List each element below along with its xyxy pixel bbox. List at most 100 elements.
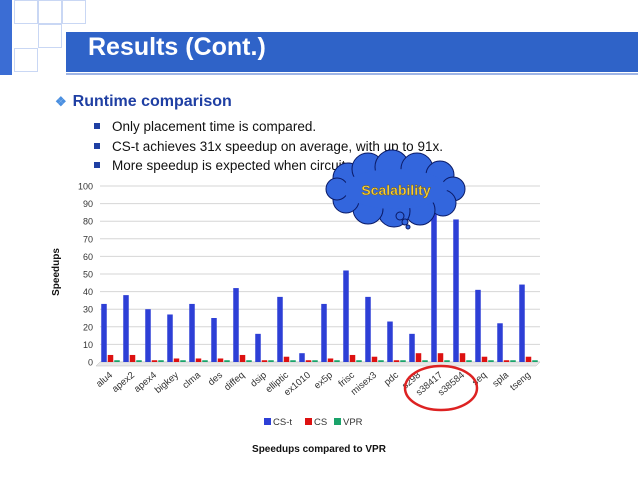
bar-cs-s38417 <box>437 353 444 362</box>
callout-text: Scalability <box>361 182 430 198</box>
bar-cs-t-clma <box>189 303 195 362</box>
callout-cloud-tail <box>401 218 409 226</box>
decorative-square <box>38 24 62 48</box>
y-tick-label: 80 <box>83 217 93 227</box>
y-tick-label: 30 <box>83 305 93 315</box>
legend-label: CS <box>314 417 327 428</box>
bar-cs-t-apex2 <box>123 295 129 362</box>
slide-title: Results (Cont.) <box>88 33 266 61</box>
bar-cs-t-des <box>211 318 217 362</box>
bar-vpr-des <box>224 360 230 362</box>
y-tick-label: 10 <box>83 340 93 350</box>
bar-cs-t-frisc <box>343 270 349 362</box>
y-tick-label: 60 <box>83 252 93 262</box>
legend-label: VPR <box>343 417 363 428</box>
legend-swatch-cs-t <box>264 418 271 425</box>
decorative-square <box>62 0 86 24</box>
highlight-ring <box>403 364 479 412</box>
bar-cs-t-s298 <box>409 333 415 362</box>
bar-cs-spla <box>503 360 510 362</box>
bar-vpr-frisc <box>356 360 362 362</box>
bar-vpr-apex2 <box>136 360 142 362</box>
bullet-text: Only placement time is compared. <box>112 119 317 134</box>
square-bullet-icon <box>94 162 100 169</box>
bar-cs-t-seq <box>475 289 481 362</box>
square-bullet-icon <box>94 123 100 130</box>
bar-vpr-diffeq <box>246 360 252 362</box>
bar-vpr-spla <box>510 360 516 362</box>
x-tick-label: pdc <box>382 370 401 388</box>
x-tick-label: tseng <box>508 370 533 393</box>
bar-vpr-misex3 <box>378 360 384 362</box>
bar-cs-elliptic <box>283 356 290 362</box>
bar-vpr-s298 <box>422 360 428 362</box>
bar-vpr-s38584 <box>466 360 472 362</box>
bar-vpr-elliptic <box>290 360 296 362</box>
bullet-item: Only placement time is compared. <box>94 117 445 137</box>
bar-cs-s38584 <box>459 353 466 362</box>
bar-vpr-alu4 <box>114 360 120 362</box>
callout-cloud-tail <box>405 224 411 230</box>
bar-cs-t-dsip <box>255 333 261 362</box>
callout-cloud-tail <box>395 211 405 221</box>
legend-label: CS-t <box>273 417 292 428</box>
y-tick-label: 50 <box>83 270 93 280</box>
bar-cs-t-ex1010 <box>299 353 305 362</box>
legend-swatch-vpr <box>334 418 341 425</box>
y-tick-label: 100 <box>78 182 93 192</box>
bar-cs-t-s38417 <box>431 203 437 362</box>
y-tick-label: 90 <box>83 199 93 209</box>
bar-cs-misex3 <box>371 356 378 362</box>
bullet-text: CS-t achieves 31x speedup on average, wi… <box>112 138 443 154</box>
bar-cs-dsip <box>261 360 268 362</box>
bar-cs-seq <box>481 356 488 362</box>
bar-cs-tseng <box>525 356 532 362</box>
bar-cs-alu4 <box>107 354 114 362</box>
diamond-bullet-icon: ❖ <box>55 94 67 109</box>
decorative-square <box>14 48 38 72</box>
bar-vpr-dsip <box>268 360 274 362</box>
decorative-square <box>38 0 62 24</box>
title-bar <box>66 32 638 72</box>
bar-cs-ex1010 <box>305 360 312 362</box>
callout-cloud-body <box>343 169 447 209</box>
bar-vpr-seq <box>488 360 494 362</box>
x-tick-label: diffeq <box>222 370 247 393</box>
bar-cs-apex4 <box>151 360 158 362</box>
bar-cs-frisc <box>349 354 356 362</box>
bar-vpr-clma <box>202 360 208 362</box>
bar-cs-t-diffeq <box>233 288 239 362</box>
bar-vpr-bigkey <box>180 360 186 362</box>
chart-caption: Speedups compared to VPR <box>252 444 386 455</box>
y-tick-label: 20 <box>83 322 93 332</box>
bar-cs-t-spla <box>497 323 503 362</box>
bar-cs-t-ex5p <box>321 303 327 362</box>
y-tick-label: 40 <box>83 287 93 297</box>
bar-cs-bigkey <box>173 358 180 362</box>
bar-vpr-s38417 <box>444 360 450 362</box>
bar-cs-des <box>217 358 224 362</box>
y-axis-label: Speedups <box>51 248 62 296</box>
x-tick-label: ex5p <box>312 370 335 392</box>
bar-cs-t-misex3 <box>365 296 371 362</box>
bar-cs-ex5p <box>327 358 334 362</box>
bar-vpr-ex1010 <box>312 360 318 362</box>
section-heading: ❖ Runtime comparison <box>55 93 232 111</box>
bar-vpr-tseng <box>532 360 538 362</box>
title-underline <box>66 73 638 75</box>
bar-cs-apex2 <box>129 354 136 362</box>
square-bullet-icon <box>94 142 100 149</box>
bar-cs-t-elliptic <box>277 296 283 362</box>
bar-cs-t-pdc <box>387 321 393 362</box>
y-tick-label: 0 <box>88 358 93 368</box>
section-heading-text: Runtime comparison <box>72 93 232 110</box>
y-tick-label: 70 <box>83 234 93 244</box>
bullet-item: CS-t achieves 31x speedup on average, wi… <box>94 137 445 157</box>
bar-cs-t-tseng <box>519 284 525 362</box>
bar-cs-t-bigkey <box>167 314 173 362</box>
bar-vpr-apex4 <box>158 360 164 362</box>
x-tick-label: apex2 <box>110 370 137 395</box>
bar-vpr-pdc <box>400 360 406 362</box>
bar-vpr-ex5p <box>334 360 340 362</box>
